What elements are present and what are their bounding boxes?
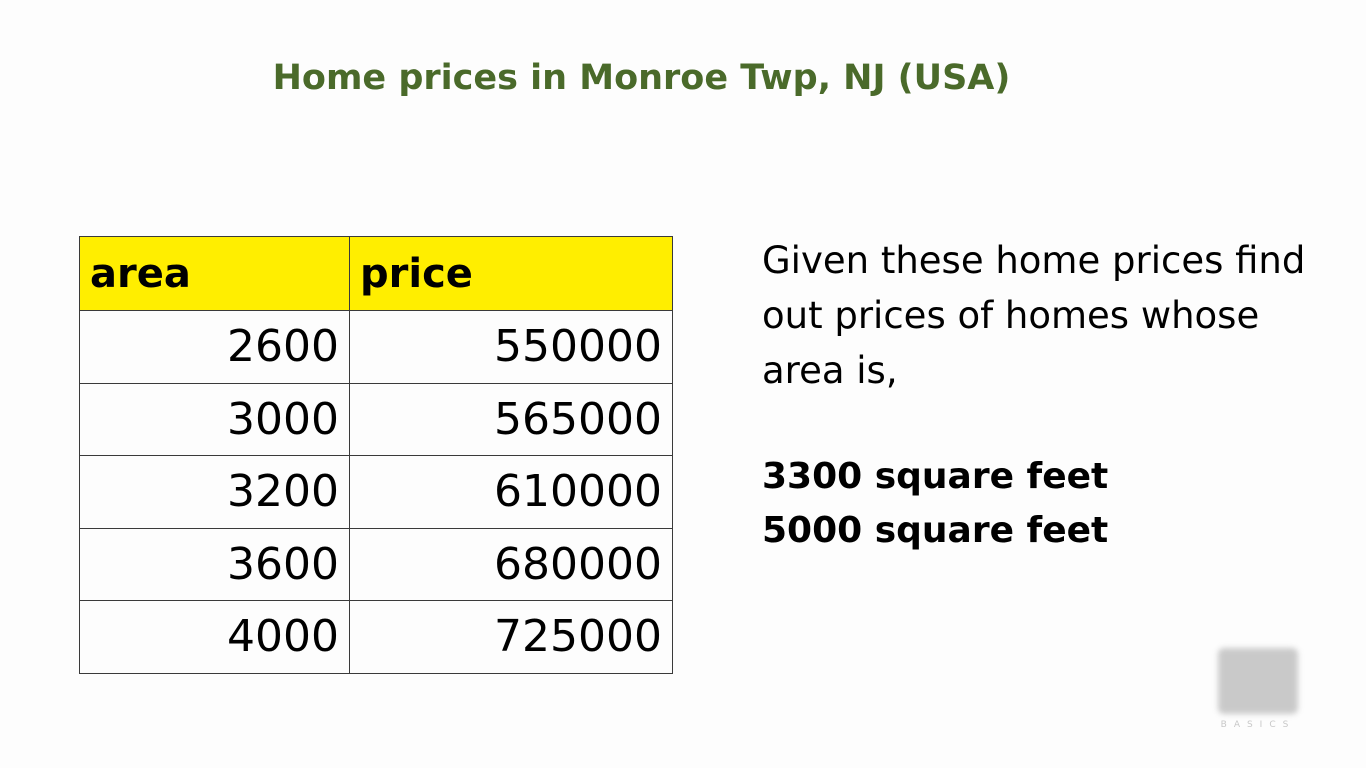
channel-watermark-logo: BASICS — [1214, 642, 1302, 732]
table-row: 2600 550000 — [79, 310, 673, 384]
price-cell: 610000 — [349, 455, 673, 529]
area-cell: 4000 — [79, 600, 350, 674]
slide-title: Home prices in Monroe Twp, NJ (USA) — [272, 58, 1011, 98]
price-cell: 550000 — [349, 310, 673, 384]
question-line: area is, — [762, 349, 898, 392]
table-row: 3000 565000 — [79, 382, 673, 456]
price-cell: 565000 — [349, 382, 673, 456]
table-row: 3200 610000 — [79, 455, 673, 529]
table-header-row: area price — [79, 236, 673, 311]
area-cell: 3600 — [79, 527, 350, 601]
column-header-price: price — [349, 236, 673, 311]
table-row: 4000 725000 — [79, 600, 673, 674]
area-cell: 2600 — [79, 310, 350, 384]
price-cell: 725000 — [349, 600, 673, 674]
watermark-text: BASICS — [1220, 720, 1296, 730]
query-item: 5000 square feet — [762, 510, 1109, 551]
query-item: 3300 square feet — [762, 456, 1109, 497]
area-cell: 3200 — [79, 455, 350, 529]
home-prices-table: area price 2600 550000 3000 565000 3200 … — [79, 236, 673, 674]
query-list: 3300 square feet 5000 square feet — [762, 450, 1108, 558]
table-row: 3600 680000 — [79, 527, 673, 601]
question-text: Given these home prices find out prices … — [762, 233, 1342, 398]
question-line: Given these home prices find — [762, 239, 1306, 282]
price-cell: 680000 — [349, 527, 673, 601]
watermark-logo-icon — [1218, 648, 1298, 714]
column-header-area: area — [79, 236, 350, 311]
question-line: out prices of homes whose — [762, 294, 1260, 337]
area-cell: 3000 — [79, 382, 350, 456]
